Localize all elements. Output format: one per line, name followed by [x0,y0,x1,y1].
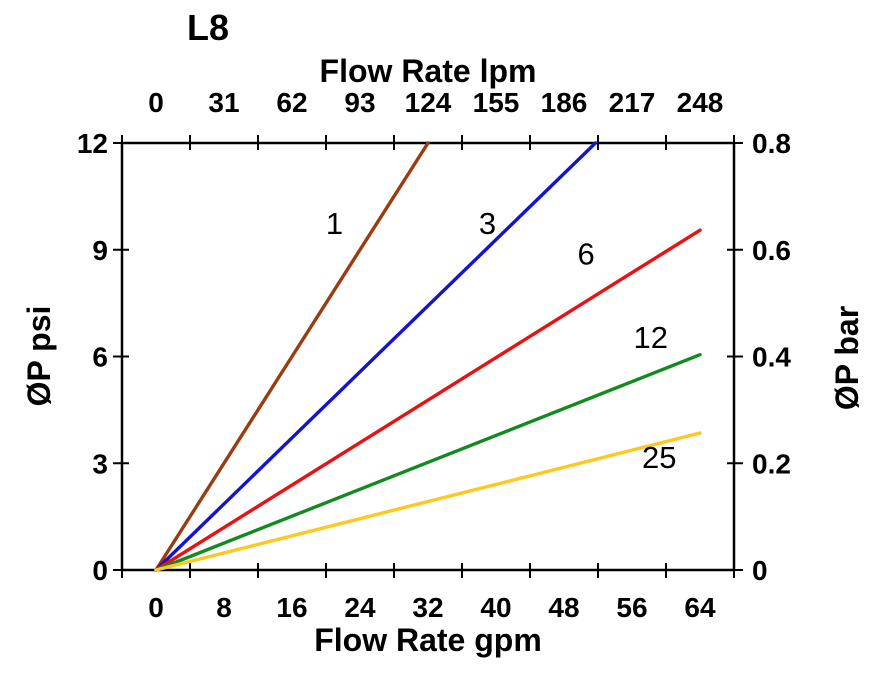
series-label-3: 3 [479,206,496,241]
series-label-6: 6 [577,236,594,271]
left-axis-tick-label: 3 [92,448,108,479]
plot-frame [120,141,736,572]
left-axis-title: ØP psi [21,306,57,407]
top-axis-tick-label: 124 [405,87,452,118]
top-axis-tick-label: 186 [541,87,588,118]
bottom-axis-tick-label: 48 [548,592,579,623]
right-axis-tick-label: 0.4 [752,342,791,373]
series-line-6 [154,228,702,572]
top-axis-tick-label: 217 [609,87,656,118]
bottom-axis-tick-label: 0 [148,592,164,623]
right-axis-tick-label: 0.2 [752,448,791,479]
left-axis-tick-label: 9 [92,235,108,266]
top-axis-tick-label: 62 [276,87,307,118]
top-axis-tick-label: 155 [473,87,520,118]
series-label-1: 1 [326,206,343,241]
bottom-axis-tick-label: 8 [216,592,232,623]
bottom-axis-tick-label: 24 [344,592,376,623]
top-axis-tick-label: 0 [148,87,164,118]
left-axis-tick-label: 6 [92,342,108,373]
bottom-axis-tick-label: 32 [412,592,443,623]
series-line-12 [154,353,702,572]
chart-title: L8 [187,7,229,48]
right-axis-tick-label: 0.6 [752,235,791,266]
bottom-axis-tick-label: 16 [276,592,307,623]
top-axis-title: Flow Rate lpm [320,53,537,89]
right-axis-tick-label: 0 [752,555,768,586]
series-label-12: 12 [633,320,667,355]
bottom-axis-tick-label: 40 [480,592,511,623]
right-axis-tick-label: 0.8 [752,128,791,159]
left-axis-tick-label: 12 [77,128,108,159]
series-line-1 [154,141,430,572]
left-axis-tick-label: 0 [92,555,108,586]
right-axis-title: ØP bar [829,306,865,410]
bottom-axis-title: Flow Rate gpm [314,622,542,658]
bottom-axis-tick-label: 64 [684,592,716,623]
series-line-3 [154,141,598,572]
top-axis-tick-label: 93 [344,87,375,118]
top-axis-tick-label: 248 [677,87,724,118]
series-line-25 [154,431,702,572]
series-label-25: 25 [642,440,676,475]
top-axis-tick-label: 31 [208,87,239,118]
bottom-axis-tick-label: 56 [616,592,647,623]
